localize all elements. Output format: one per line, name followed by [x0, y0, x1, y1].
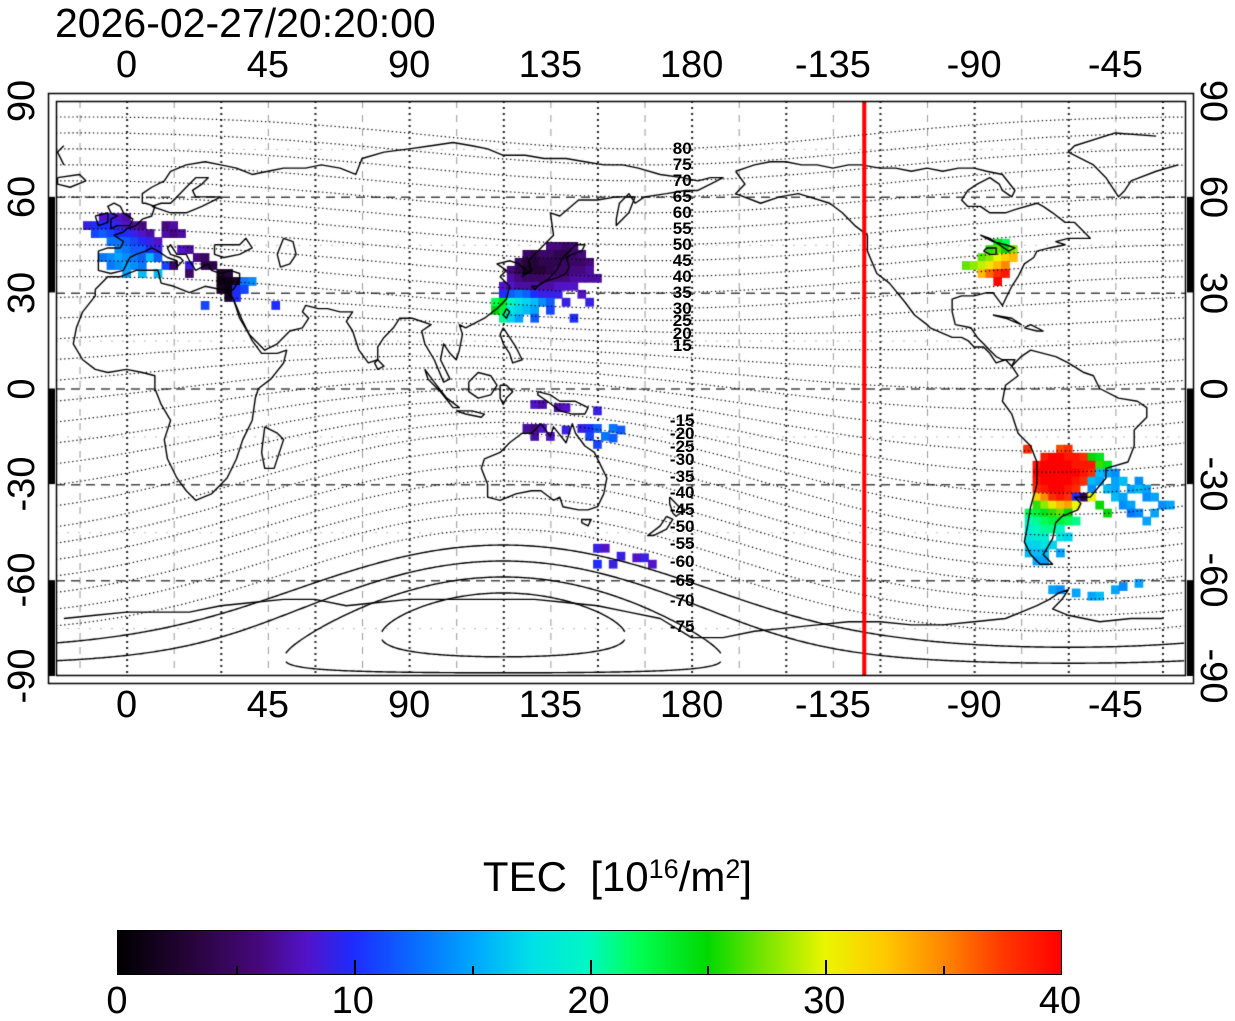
contour-label-50: 50: [672, 235, 692, 255]
lon-tick-bottom--90: -90: [946, 684, 1002, 726]
world-map-canvas: [0, 0, 1235, 800]
contour-label--70: -70: [669, 590, 695, 610]
colorbar-tick-15: [471, 966, 474, 974]
colorbar-tick-30: [825, 960, 828, 974]
plot-title: 2026-02-27/20:20:00: [55, 0, 436, 46]
colorbar-tick-25: [707, 966, 710, 974]
contour-label--75: -75: [669, 616, 695, 636]
contour-label--30: -30: [669, 449, 695, 469]
colorbar-label-0: 0: [106, 980, 128, 1021]
contour-label-65: 65: [672, 187, 692, 207]
lon-tick-top-135: 135: [518, 44, 583, 86]
contour-label--40: -40: [669, 483, 695, 503]
lon-tick-bottom-135: 135: [518, 684, 583, 726]
lon-tick-top-0: 0: [116, 44, 138, 86]
contour-label-60: 60: [672, 203, 692, 223]
colorbar-title: TEC [1016/m2]: [0, 852, 1235, 901]
contour-label--45: -45: [669, 500, 695, 520]
lon-tick-bottom-0: 0: [116, 684, 138, 726]
lon-tick-top-45: 45: [246, 44, 290, 86]
colorbar-label-40: 40: [1038, 980, 1082, 1021]
lon-tick-top-90: 90: [387, 44, 431, 86]
contour-label--20: -20: [669, 423, 695, 443]
contour-label--15: -15: [669, 411, 695, 431]
contour-label--60: -60: [669, 552, 695, 572]
lon-tick-bottom--135: -135: [794, 684, 871, 726]
contour-label-20: 20: [672, 323, 692, 343]
tec-colorbar: [117, 930, 1062, 975]
contour-label-40: 40: [672, 267, 692, 287]
contour-label-35: 35: [672, 283, 692, 303]
lon-tick-top--45: -45: [1087, 44, 1143, 86]
colorbar-title-close-bracket: ]: [740, 853, 753, 900]
contour-label-45: 45: [672, 251, 692, 271]
contour-label--55: -55: [669, 534, 695, 554]
colorbar-label-10: 10: [331, 980, 374, 1021]
colorbar-title-unit: /m: [678, 853, 726, 900]
contour-label-55: 55: [672, 219, 692, 239]
lon-tick-bottom-180: 180: [659, 684, 724, 726]
colorbar-tick-10: [353, 960, 356, 974]
contour-label--65: -65: [669, 570, 695, 590]
colorbar-tick-5: [235, 966, 238, 974]
lon-tick-bottom--45: -45: [1087, 684, 1143, 726]
contour-label-25: 25: [672, 311, 692, 331]
contour-label--35: -35: [669, 466, 695, 486]
contour-label--25: -25: [669, 436, 695, 456]
lon-tick-top-180: 180: [659, 44, 724, 86]
contour-label-80: 80: [672, 139, 692, 159]
contour-label-75: 75: [672, 155, 692, 175]
lat-tick-left--90: -90: [1, 648, 43, 704]
contour-label-15: 15: [672, 335, 692, 355]
colorbar-tick-20: [589, 960, 592, 974]
colorbar-title-text: TEC [10: [482, 853, 649, 900]
lon-tick-top--135: -135: [794, 44, 871, 86]
contour-label-70: 70: [672, 171, 692, 191]
colorbar-title-unit-exponent: 2: [725, 854, 741, 884]
lon-tick-bottom-90: 90: [387, 684, 431, 726]
colorbar-tick-35: [943, 966, 946, 974]
contour-label-30: 30: [672, 299, 692, 319]
lon-tick-bottom-45: 45: [246, 684, 290, 726]
contour-label--50: -50: [669, 517, 695, 537]
lat-tick-right--90: -90: [1192, 648, 1234, 704]
colorbar-label-20: 20: [567, 980, 610, 1021]
colorbar-label-30: 30: [803, 980, 846, 1021]
lon-tick-top--90: -90: [946, 44, 1002, 86]
colorbar-title-exponent: 16: [648, 854, 679, 884]
